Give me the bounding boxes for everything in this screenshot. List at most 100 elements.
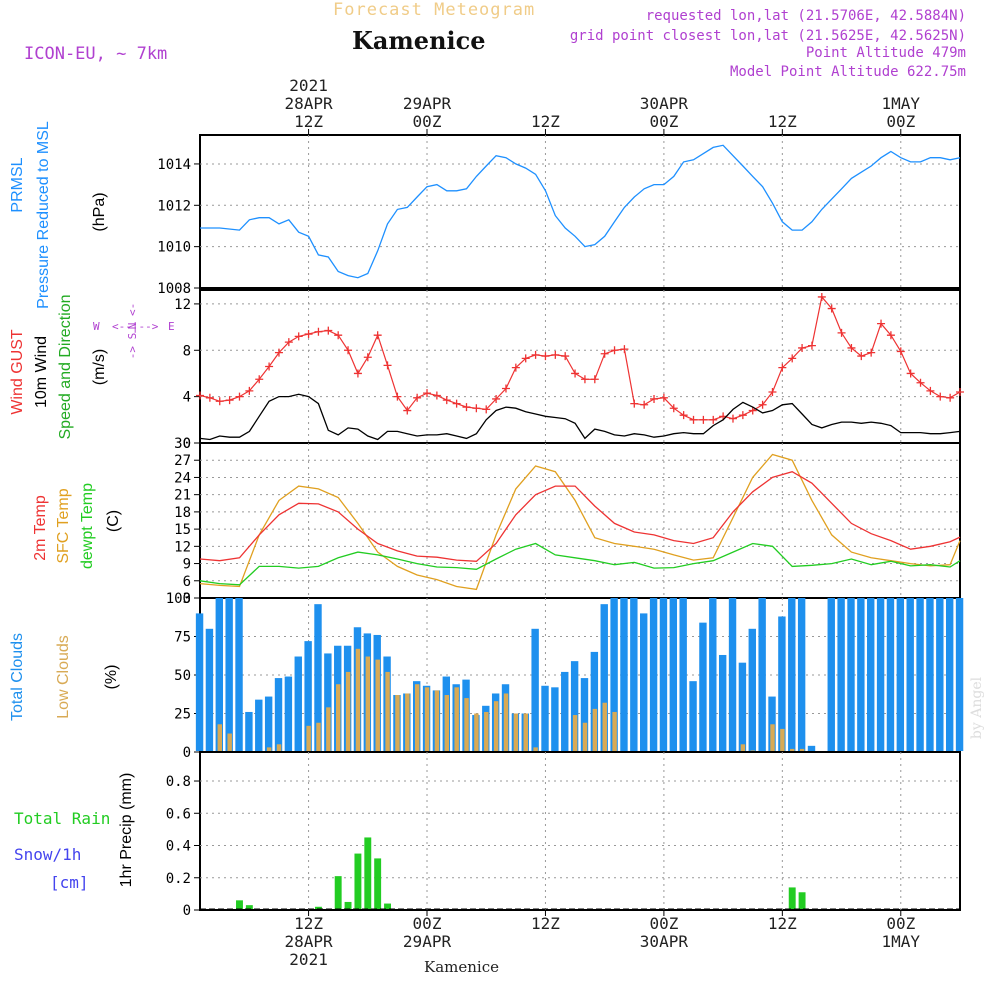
time-label-top: 29APR bbox=[403, 94, 452, 113]
clouds-tick-label: 50 bbox=[174, 668, 191, 684]
wind-gust-marker bbox=[393, 392, 402, 401]
total-clouds-bar bbox=[857, 598, 865, 751]
low-clouds-bar bbox=[266, 747, 272, 751]
total-clouds-bar bbox=[215, 598, 223, 751]
rain-bar bbox=[788, 887, 796, 909]
time-label-top: 00Z bbox=[413, 112, 442, 131]
low-clouds-bar bbox=[474, 713, 479, 751]
pressure-tick-label: 1008 bbox=[157, 281, 191, 297]
speed-direction-label: Speed and Direction bbox=[57, 295, 74, 440]
wind-gust-marker bbox=[857, 352, 866, 361]
low-clouds-bar bbox=[444, 695, 450, 751]
wind-gust-marker bbox=[462, 403, 471, 412]
wind-gust-marker bbox=[886, 331, 895, 340]
model-point-altitude: Model Point Altitude 622.75m bbox=[729, 64, 966, 80]
rain-bar bbox=[364, 837, 372, 909]
wind-gust-marker bbox=[689, 415, 698, 424]
temp-tick-label: 12 bbox=[174, 539, 191, 555]
time-label-top: 28APR bbox=[284, 94, 333, 113]
footer-location: Kamenice bbox=[424, 958, 499, 976]
wind-gust-marker bbox=[580, 375, 589, 384]
rain-bar bbox=[374, 858, 382, 909]
wind-gust-marker bbox=[936, 392, 945, 401]
wind-tick-label: 0 bbox=[183, 436, 191, 452]
total-clouds-bar bbox=[827, 598, 835, 751]
wind-gust-marker bbox=[215, 397, 224, 406]
wind-gust-marker bbox=[600, 349, 609, 358]
wind-gust-marker bbox=[630, 399, 639, 408]
time-label-bottom: 12Z bbox=[531, 914, 560, 933]
total-clouds-bar bbox=[936, 598, 944, 751]
low-clouds-bar bbox=[316, 722, 321, 751]
time-label-bottom: 30APR bbox=[640, 932, 689, 951]
dewpt-temp-line bbox=[199, 542, 961, 586]
wind-gust-marker bbox=[501, 384, 510, 393]
time-label-bottom: 2021 bbox=[289, 950, 328, 969]
time-label-bottom: 00Z bbox=[413, 914, 442, 933]
total-clouds-bar bbox=[847, 598, 855, 751]
wind-gust-marker bbox=[896, 347, 905, 356]
low-clouds-bar bbox=[336, 684, 341, 751]
low-clouds-bar bbox=[513, 713, 519, 751]
total-clouds-bar bbox=[274, 678, 283, 751]
clouds-tick-label: 0 bbox=[183, 745, 191, 761]
temp-tick-label: 9 bbox=[183, 557, 191, 573]
watermark: by Angel bbox=[969, 676, 986, 740]
temp-2m-label: 2m Temp bbox=[32, 495, 49, 561]
wind-gust-marker bbox=[946, 393, 955, 402]
time-label-top: 30APR bbox=[640, 94, 689, 113]
low-clouds-bar bbox=[424, 687, 430, 751]
sfc-temp-label: SFC Temp bbox=[55, 488, 72, 563]
wind-gust-marker bbox=[650, 394, 659, 403]
wind-gust-marker bbox=[353, 369, 362, 378]
rain-bar bbox=[384, 903, 391, 909]
wind-gust-marker bbox=[432, 391, 441, 400]
wind-gust-marker bbox=[867, 348, 876, 357]
rain-bar bbox=[236, 900, 243, 909]
wind-gust-marker bbox=[531, 350, 540, 359]
low-clouds-bar bbox=[385, 671, 390, 751]
total-clouds-bar bbox=[235, 598, 243, 751]
total-clouds-bar bbox=[659, 598, 668, 751]
gridpoint-coords: grid point closest lon,lat (21.5625E, 42… bbox=[569, 28, 966, 44]
wind-gust-marker bbox=[235, 392, 244, 401]
total-clouds-bar bbox=[718, 654, 727, 751]
low-clouds-bar bbox=[799, 748, 805, 751]
wind-gust-marker bbox=[413, 393, 422, 402]
low-clouds-label: Low Clouds bbox=[55, 635, 72, 719]
low-clouds-bar bbox=[405, 693, 410, 751]
total-clouds-bar bbox=[886, 598, 895, 751]
snow-unit-label: [cm] bbox=[50, 873, 89, 892]
compass-east: E bbox=[168, 320, 175, 333]
wind-gust-marker bbox=[363, 353, 372, 362]
wind-gust-marker bbox=[758, 400, 767, 409]
temp-tick-label: 18 bbox=[174, 505, 191, 521]
total-clouds-bar bbox=[580, 678, 589, 751]
total-clouds-bar bbox=[314, 604, 322, 751]
wind-gust-marker bbox=[274, 348, 283, 357]
wind-gust-label: Wind GUST bbox=[9, 329, 26, 415]
total-clouds-bar bbox=[876, 598, 885, 751]
precip-tick-label: 0.6 bbox=[166, 806, 191, 822]
total-clouds-label: Total Clouds bbox=[9, 633, 26, 721]
wind-gust-marker bbox=[659, 393, 668, 402]
time-label-top: 2021 bbox=[289, 76, 328, 95]
rain-bar bbox=[354, 853, 362, 909]
total-clouds-bar bbox=[294, 656, 302, 751]
wind-gust-marker bbox=[916, 378, 925, 387]
wind-gust-marker bbox=[294, 332, 303, 341]
total-clouds-bar bbox=[590, 651, 599, 751]
total-clouds-bar bbox=[926, 598, 934, 751]
temp-tick-label: 15 bbox=[174, 522, 191, 538]
total-clouds-bar bbox=[689, 681, 697, 751]
time-label-top: 00Z bbox=[886, 112, 915, 131]
precip-tick-label: 0.2 bbox=[166, 871, 191, 887]
wind-gust-marker bbox=[482, 405, 491, 414]
wind-gust-marker bbox=[640, 400, 649, 409]
total-clouds-bar bbox=[600, 604, 608, 751]
temp-tick-label: 3 bbox=[183, 591, 191, 607]
wind-gust-marker bbox=[452, 399, 461, 408]
total-clouds-bar bbox=[807, 745, 816, 751]
wind-gust-marker bbox=[956, 388, 964, 396]
